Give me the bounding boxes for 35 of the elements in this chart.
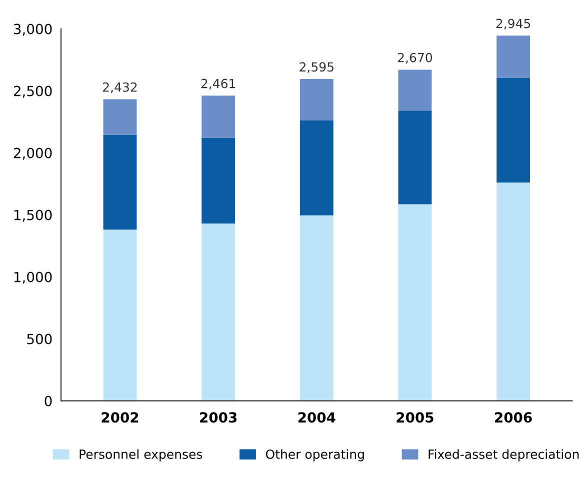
bar	[103, 230, 137, 401]
y-tick-label: 2,000	[14, 148, 52, 160]
x-tick-label: 2006	[495, 412, 532, 423]
bar	[300, 215, 334, 401]
bar	[398, 70, 432, 111]
y-tick-label: 0	[44, 396, 52, 406]
bar	[398, 110, 432, 204]
x-tick-label: 2002	[102, 412, 138, 423]
bar	[202, 96, 236, 138]
bar	[202, 138, 236, 224]
x-tick-label: 2005	[396, 412, 434, 423]
total-label: 2,432	[103, 82, 137, 94]
total-label: 2,670	[398, 52, 432, 64]
total-label: 2,461	[201, 78, 236, 90]
bar	[103, 99, 137, 135]
bar	[398, 204, 432, 401]
bar	[202, 223, 236, 401]
x-tick-label: 2003	[200, 412, 237, 423]
y-tick-label: 500	[27, 334, 52, 344]
y-tick-label: 1,000	[14, 272, 52, 284]
y-tick-label: 2,500	[14, 86, 52, 98]
bar	[496, 182, 530, 401]
x-tick-label: 2004	[298, 412, 336, 423]
bar	[496, 78, 530, 183]
y-tick-label: 1,500	[14, 210, 52, 222]
legend-label: Other operating	[266, 449, 364, 462]
bar	[103, 134, 137, 230]
total-label: 2,595	[300, 62, 334, 73]
total-label: 2,945	[496, 18, 530, 30]
bar	[496, 36, 530, 78]
legend-label: Fixed-asset depreciation	[428, 449, 579, 462]
bar	[300, 120, 334, 216]
y-tick-label: 3,000	[14, 24, 52, 36]
legend-label: Personnel expenses	[80, 449, 202, 462]
bar	[300, 79, 334, 121]
